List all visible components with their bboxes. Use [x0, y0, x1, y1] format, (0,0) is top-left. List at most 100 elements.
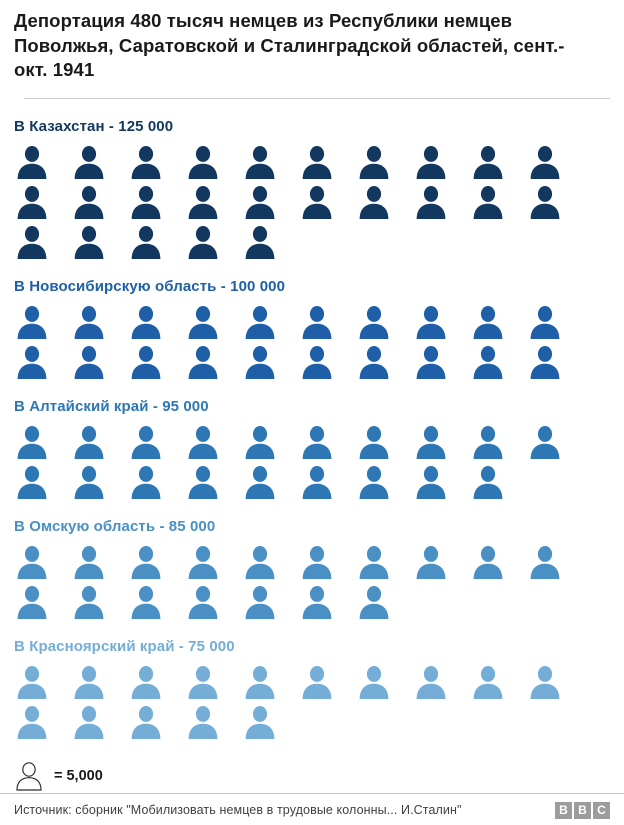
person-icon	[131, 145, 161, 179]
person-icon	[74, 305, 104, 339]
icon-row	[14, 305, 610, 339]
person-icon	[530, 145, 560, 179]
person-icon	[416, 305, 446, 339]
person-icon	[245, 425, 275, 459]
person-icon	[416, 465, 446, 499]
person-icon	[131, 705, 161, 739]
person-icon	[302, 145, 332, 179]
person-icon	[245, 545, 275, 579]
person-icon	[131, 345, 161, 379]
person-icon	[74, 425, 104, 459]
person-icon	[245, 185, 275, 219]
person-icon	[17, 545, 47, 579]
person-icon	[17, 665, 47, 699]
person-icon	[245, 705, 275, 739]
person-icon	[302, 305, 332, 339]
header: Депортация 480 тысяч немцев из Республик…	[0, 0, 624, 99]
section-1: В Казахстан - 125 000	[14, 118, 610, 259]
person-icon	[131, 225, 161, 259]
person-icon	[473, 665, 503, 699]
person-icon	[131, 585, 161, 619]
person-icon	[188, 465, 218, 499]
person-icon	[17, 305, 47, 339]
person-icon	[302, 545, 332, 579]
icon-row	[14, 665, 610, 699]
person-icon	[359, 305, 389, 339]
legend: = 5,000	[0, 746, 624, 793]
icon-row	[14, 185, 610, 219]
person-icon	[359, 185, 389, 219]
person-icon	[188, 305, 218, 339]
person-icon	[131, 465, 161, 499]
person-icon	[416, 345, 446, 379]
person-icon	[359, 425, 389, 459]
section-label: В Омскую область - 85 000	[14, 517, 216, 535]
person-icon	[245, 225, 275, 259]
person-icon	[131, 545, 161, 579]
person-icon	[359, 345, 389, 379]
person-icon	[359, 465, 389, 499]
person-icon	[74, 145, 104, 179]
footer: Источник: сборник "Мобилизовать немцев в…	[0, 792, 624, 825]
section-2: В Новосибирскую область - 100 000	[14, 278, 610, 379]
person-icon	[17, 185, 47, 219]
person-icon	[473, 345, 503, 379]
person-icon	[17, 705, 47, 739]
person-icon	[359, 145, 389, 179]
person-icon	[188, 545, 218, 579]
person-icon	[188, 705, 218, 739]
person-icon	[473, 185, 503, 219]
person-icon	[302, 425, 332, 459]
icon-row	[14, 425, 610, 459]
pictogram-chart: В Казахстан - 125 000 В Новосибирскую обл…	[0, 99, 624, 746]
person-icon	[245, 585, 275, 619]
person-icon	[188, 425, 218, 459]
section-5: В Красноярский край - 75 000	[14, 638, 610, 739]
person-icon	[74, 585, 104, 619]
top-separator	[24, 97, 610, 99]
icon-row	[14, 705, 610, 739]
person-icon	[17, 345, 47, 379]
person-icon	[74, 665, 104, 699]
person-icon	[530, 345, 560, 379]
person-icon	[473, 465, 503, 499]
person-icon	[74, 705, 104, 739]
person-icon	[17, 145, 47, 179]
bbc-logo: B B C	[555, 801, 610, 819]
person-icon	[359, 545, 389, 579]
person-icon	[245, 145, 275, 179]
icon-row	[14, 225, 610, 259]
person-icon	[74, 545, 104, 579]
person-icon	[530, 305, 560, 339]
person-icon	[17, 225, 47, 259]
person-icon	[473, 305, 503, 339]
person-icon	[416, 145, 446, 179]
source-text: Источник: сборник "Мобилизовать немцев в…	[14, 803, 462, 818]
person-icon	[188, 145, 218, 179]
person-icon	[17, 425, 47, 459]
icon-row	[14, 585, 610, 619]
legend-label: = 5,000	[54, 768, 103, 785]
person-icon	[302, 465, 332, 499]
person-icon	[74, 345, 104, 379]
person-icon	[473, 145, 503, 179]
person-icon	[416, 545, 446, 579]
person-icon	[416, 665, 446, 699]
person-icon	[530, 425, 560, 459]
person-icon	[359, 585, 389, 619]
section-label: В Новосибирскую область - 100 000	[14, 277, 286, 295]
person-icon	[188, 225, 218, 259]
person-outline-icon	[16, 762, 42, 791]
person-icon	[131, 185, 161, 219]
person-icon	[131, 665, 161, 699]
person-icon	[74, 465, 104, 499]
person-icon	[530, 185, 560, 219]
person-icon	[245, 305, 275, 339]
section-label: В Красноярский край - 75 000	[14, 637, 235, 655]
person-icon	[17, 465, 47, 499]
person-icon	[74, 225, 104, 259]
icon-row	[14, 545, 610, 579]
icon-row	[14, 465, 610, 499]
person-icon	[74, 185, 104, 219]
